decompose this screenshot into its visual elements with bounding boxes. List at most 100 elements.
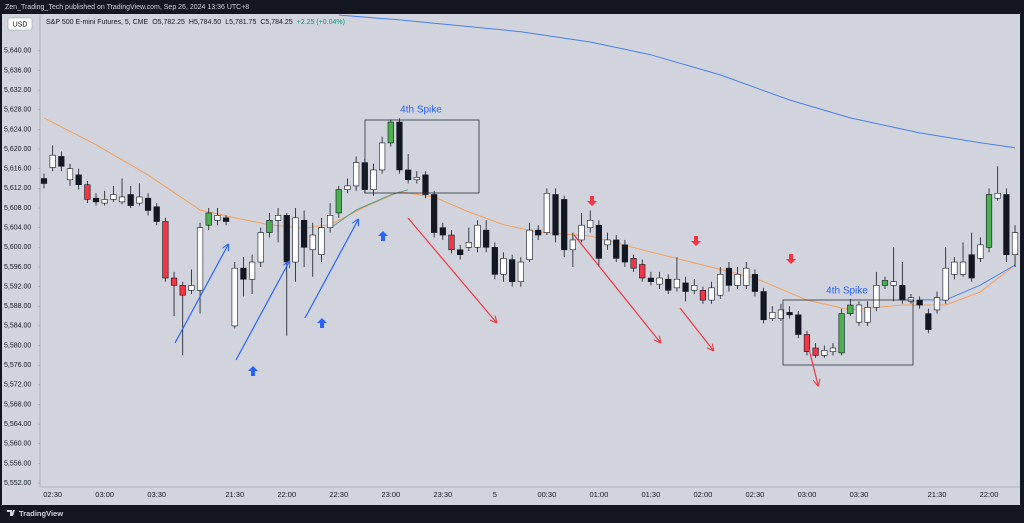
candle-body — [431, 194, 438, 233]
y-tick-label: 5,552.00 — [4, 480, 31, 487]
currency[interactable]: USD — [13, 21, 28, 28]
candle-body — [777, 309, 785, 319]
candle-body — [222, 217, 230, 222]
candle-body — [951, 261, 958, 275]
candle-body — [665, 278, 672, 291]
y-tick-label: 5,584.00 — [4, 323, 31, 330]
x-tick-label: 00:30 — [537, 490, 556, 499]
x-tick-label: 02:30 — [43, 490, 62, 499]
candle-body — [1003, 194, 1010, 255]
candle-body — [977, 244, 984, 259]
candle-body — [968, 254, 975, 279]
y-tick-label: 5,556.00 — [4, 460, 31, 467]
candle-body — [933, 297, 941, 311]
candle-body — [751, 274, 759, 292]
candle-body — [283, 215, 290, 263]
candle-body — [483, 229, 490, 248]
candle-body — [803, 334, 811, 352]
logo — [7, 510, 15, 516]
candle-body — [985, 194, 993, 248]
up-arrow — [317, 318, 327, 328]
legend-high: H5,784.50 — [189, 19, 221, 26]
legend: S&P 500 E-mini Futures, 5, CME O5,782.25 H… — [46, 19, 345, 26]
x-tick-label: 22:00 — [980, 490, 999, 499]
candle-body — [379, 142, 386, 171]
candle-body — [517, 261, 524, 282]
candle-body — [318, 227, 325, 255]
x-tick-label: 21:30 — [225, 490, 244, 499]
candle-body — [821, 350, 828, 356]
candle-body — [1011, 232, 1019, 255]
candle-body — [699, 289, 707, 301]
x-tick-label: 23:30 — [433, 490, 452, 499]
x-tick-label: 01:30 — [642, 490, 661, 499]
candle-body — [110, 194, 117, 200]
y-tick-label: 5,568.00 — [4, 401, 31, 408]
x-tick-label: 03:00 — [798, 490, 817, 499]
candle-body — [873, 285, 880, 308]
candle-body — [387, 121, 394, 144]
down-arrow — [691, 236, 701, 246]
candle-body — [673, 278, 681, 289]
candle-body — [162, 221, 169, 279]
candle-body — [691, 285, 698, 291]
candle-body — [66, 168, 74, 181]
candle-body — [240, 267, 247, 280]
candle-body — [717, 274, 724, 296]
candle-body — [205, 212, 212, 226]
candle-body — [413, 177, 420, 181]
candle-body — [760, 291, 767, 321]
candle-body — [535, 229, 542, 236]
candle-body — [448, 234, 455, 251]
candle-body — [855, 304, 863, 323]
candle-body — [136, 196, 143, 204]
candle-body — [847, 304, 854, 314]
candle-body — [75, 174, 82, 185]
candle-body — [248, 261, 256, 280]
y-tick-label: 5,632.00 — [4, 87, 31, 94]
candle-body — [561, 199, 568, 251]
candle-body — [552, 194, 559, 236]
candle-body — [604, 239, 611, 246]
candle-body — [795, 314, 802, 335]
candle-body — [812, 347, 819, 356]
y-tick-label: 5,576.00 — [4, 362, 31, 369]
candle-body — [500, 258, 507, 275]
candle-body — [734, 274, 741, 286]
candle-body — [292, 217, 299, 263]
candle-body — [838, 313, 845, 354]
y-tick-label: 5,564.00 — [4, 421, 31, 428]
candle-body — [370, 169, 377, 190]
y-tick-label: 5,636.00 — [4, 67, 31, 74]
trend-arrow — [679, 307, 713, 350]
annotation: 4th Spike — [400, 105, 442, 116]
currency-box[interactable] — [7, 17, 33, 31]
trend-arrow — [235, 262, 289, 361]
annotation: 4th Spike — [826, 286, 868, 297]
candle-body — [144, 197, 152, 211]
up-arrow — [248, 366, 258, 376]
x-tick-label: 23:00 — [381, 490, 400, 499]
y-tick-label: 5,596.00 — [4, 264, 31, 271]
trend-arrow — [304, 220, 358, 319]
x-tick-label: 03:30 — [850, 490, 869, 499]
candle-body — [959, 261, 967, 275]
y-tick-label: 5,616.00 — [4, 166, 31, 173]
trend-arrow — [573, 234, 660, 342]
candle-body — [474, 224, 481, 248]
candle-body — [49, 154, 56, 168]
candle-body — [526, 229, 533, 260]
candle-body — [899, 285, 906, 301]
blue-trend-arrows — [174, 220, 358, 361]
x-tick-label: 02:30 — [746, 490, 765, 499]
trend-arrow — [174, 245, 228, 344]
footer-brand: TradingView — [19, 509, 63, 518]
x-tick-label: 01:00 — [589, 490, 608, 499]
candle-body — [214, 215, 221, 221]
x-tick-label: 03:00 — [95, 490, 114, 499]
candle-body — [925, 313, 932, 330]
candle-body — [40, 178, 48, 184]
legend-symbol: S&P 500 E-mini Futures, 5, CME — [46, 19, 149, 26]
y-tick-label: 5,624.00 — [4, 126, 31, 133]
